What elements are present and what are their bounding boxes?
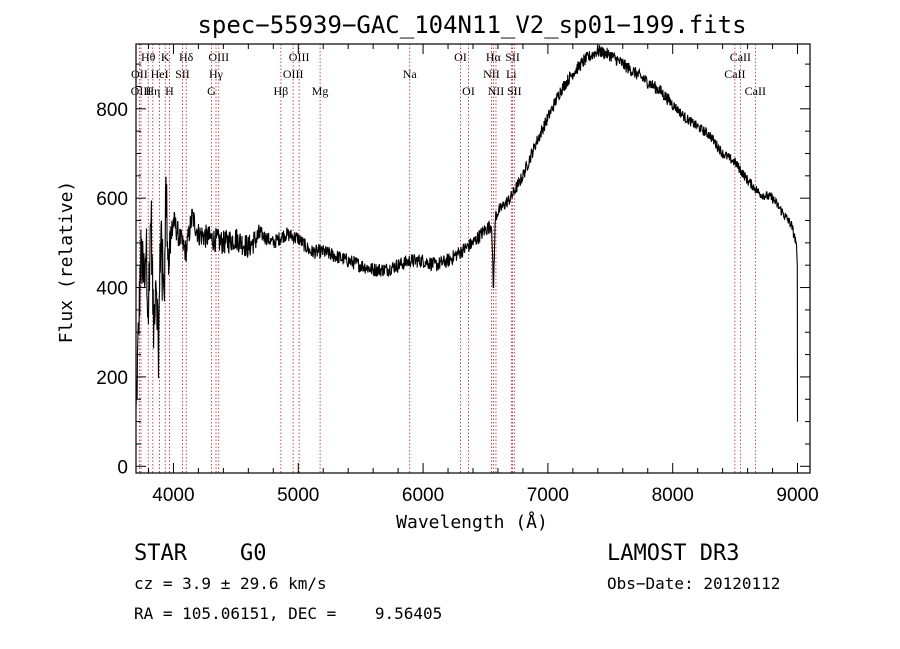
line-label: CaII [730, 50, 751, 64]
x-tick-label: 8000 [652, 485, 694, 506]
y-tick-label: 800 [96, 100, 128, 121]
line-label: NII [488, 84, 505, 98]
line-label: Hθ [141, 50, 156, 64]
line-label: SII [507, 84, 522, 98]
coordinates: RA = 105.06151, DEC = 9.56405 [134, 604, 442, 623]
line-label: HeI [151, 67, 169, 81]
line-label: Na [403, 67, 418, 81]
line-label: OII [131, 67, 148, 81]
line-label: NII [483, 67, 500, 81]
line-label: OI [454, 50, 467, 64]
line-label: Hδ [179, 50, 194, 64]
object-class: STAR [134, 541, 188, 566]
line-label: OIII [289, 50, 310, 64]
chart-title: spec−55939−GAC_104N11_V2_sp01−199.fits [197, 11, 746, 39]
x-tick-label: 6000 [402, 485, 444, 506]
spectrum-line [135, 44, 799, 422]
y-axis-label: Flux (relative) [56, 181, 77, 344]
plot-frame [135, 43, 811, 474]
y-axis-ticks: 0 200 400 600 800 [96, 63, 810, 478]
line-label: H [165, 84, 174, 98]
y-tick-label: 400 [96, 279, 128, 300]
x-tick-label: 9000 [776, 485, 818, 506]
line-label: K [161, 50, 170, 64]
y-tick-label: 600 [96, 189, 128, 210]
line-label: Mg [312, 84, 329, 98]
survey-name: LAMOST DR3 [607, 541, 739, 566]
redshift-velocity: cz = 3.9 ± 29.6 km/s [134, 574, 327, 593]
line-label: OI [462, 84, 475, 98]
observation-date: Obs−Date: 20120112 [607, 574, 780, 593]
line-label: SII [505, 50, 520, 64]
y-tick-label: 0 [117, 457, 128, 478]
line-label: Hη [145, 84, 160, 98]
line-label: Hα [486, 50, 502, 64]
line-label: Li [506, 67, 517, 81]
emission-line-markers [138, 44, 756, 473]
line-label: Hβ [274, 84, 289, 98]
line-label: Hγ [209, 67, 224, 81]
x-axis-label: Wavelength (Å) [396, 511, 548, 533]
line-label: CaII [724, 67, 745, 81]
line-label: CaII [745, 84, 766, 98]
line-label: OIII [283, 67, 304, 81]
y-tick-label: 200 [96, 368, 128, 389]
line-label: OIII [208, 50, 229, 64]
object-subclass: G0 [240, 541, 267, 566]
x-tick-label: 7000 [527, 485, 569, 506]
line-label: G [207, 84, 216, 98]
x-axis-ticks: 4000 5000 6000 7000 8000 9000 [147, 44, 819, 506]
x-tick-label: 5000 [277, 485, 319, 506]
line-label: OIII [131, 84, 152, 98]
line-label: SII [175, 67, 190, 81]
x-tick-label: 4000 [152, 485, 194, 506]
